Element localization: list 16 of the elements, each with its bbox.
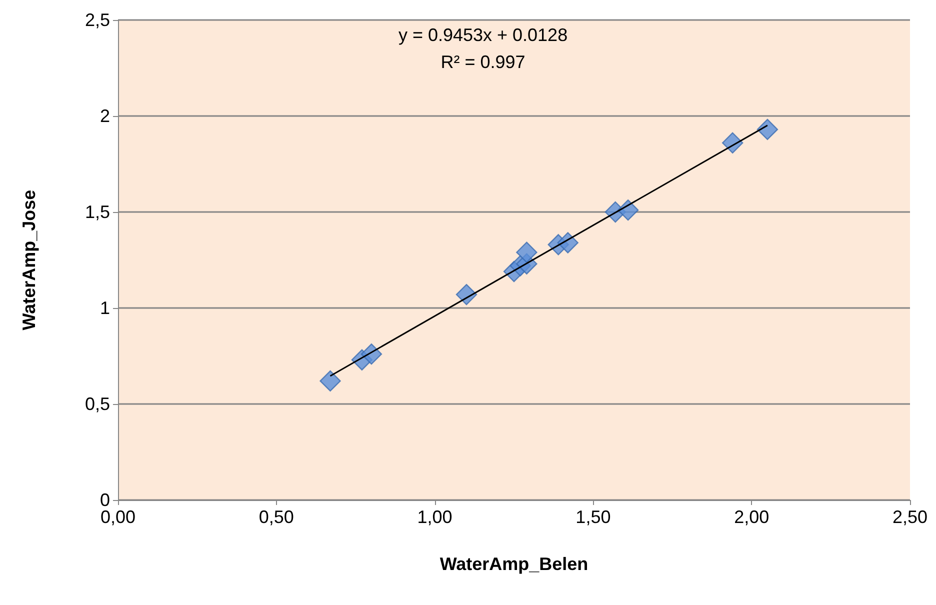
y-tick-label: 0: [100, 490, 110, 510]
x-tick-label: 0,50: [258, 507, 294, 527]
x-tick-label: 1,00: [417, 507, 452, 527]
y-axis-title: WaterAmp_Jose: [19, 190, 39, 330]
x-tick-label: 2,50: [892, 507, 928, 527]
y-tick-label: 2: [100, 106, 110, 126]
annotation: y = 0.9453x + 0.0128: [398, 25, 568, 45]
y-tick-label: 1: [100, 298, 110, 318]
y-tick-label: 2,5: [84, 10, 110, 30]
annotation: R² = 0.997: [440, 52, 526, 72]
x-tick-label: 0,00: [100, 507, 136, 527]
y-tick-label: 1,5: [84, 202, 110, 222]
x-tick-label: 2,00: [734, 507, 770, 527]
x-tick-label: 1,50: [576, 507, 611, 527]
x-axis-title: WaterAmp_Belen: [440, 554, 588, 574]
y-tick-label: 0,5: [84, 394, 110, 414]
